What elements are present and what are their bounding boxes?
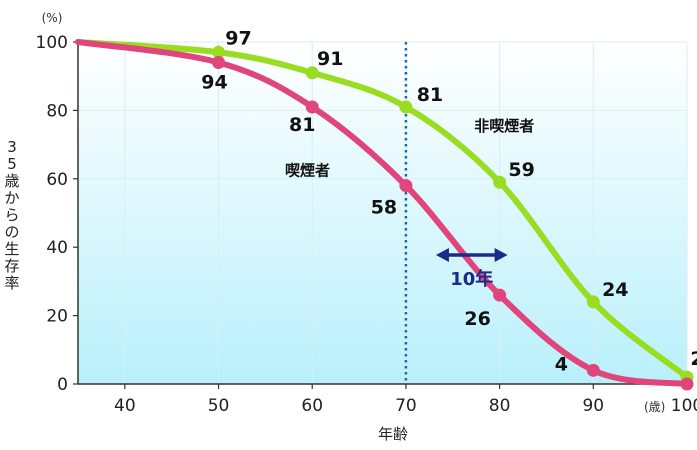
y-axis-label-char: 生 (4, 240, 19, 258)
data-label-nonsmoker-100: 2 (690, 348, 697, 370)
point-nonsmoker-80 (493, 175, 507, 189)
x-tick-label-40: 40 (114, 396, 136, 416)
x-tick-label-60: 60 (301, 396, 323, 416)
y-axis-label-char: の (4, 223, 19, 241)
data-label-nonsmoker-80: 59 (508, 159, 534, 181)
point-smoker-50 (212, 56, 226, 70)
y-axis-label-char: 歳 (4, 172, 19, 190)
point-nonsmoker-60 (305, 66, 319, 80)
x-axis-label: 年齢 (378, 425, 408, 443)
x-tick-label-70: 70 (395, 396, 417, 416)
point-smoker-60 (305, 100, 319, 114)
y-tick-label-80: 80 (46, 101, 68, 121)
x-tick-labels: 40 50 60 70 80 90 100 (114, 384, 697, 416)
data-label-nonsmoker-90: 24 (602, 279, 628, 301)
series-group: 97 91 81 59 24 2 94 81 58 26 4 (75, 27, 697, 391)
y-tick-label-60: 60 (46, 170, 68, 190)
gap-label: 10年 (450, 268, 493, 290)
plot-background (78, 42, 687, 384)
data-label-smoker-50: 94 (201, 72, 227, 94)
gap-arrow-head-left (435, 248, 449, 262)
y-axis-label-char: ら (4, 206, 19, 224)
data-label-smoker-90: 4 (555, 353, 568, 375)
data-label-nonsmoker-60: 91 (317, 48, 343, 70)
data-label-smoker-60: 81 (289, 114, 315, 136)
data-label-smoker-70: 58 (371, 197, 397, 219)
point-nonsmoker-50 (212, 45, 226, 59)
data-label-smoker-80: 26 (464, 308, 490, 330)
data-label-nonsmoker-50: 97 (225, 27, 251, 49)
point-smoker-70 (399, 179, 413, 193)
x-tick-label-80: 80 (489, 396, 511, 416)
series-label-nonsmoker: 非喫煙者 (474, 117, 534, 135)
point-smoker-100 (680, 377, 694, 391)
y-axis-label-char: 率 (4, 274, 19, 292)
y-tick-label-100: 100 (36, 33, 68, 53)
y-axis-label-char: か (4, 189, 19, 207)
series-label-smoker: 喫煙者 (285, 161, 330, 179)
y-unit-label: (%) (42, 11, 63, 25)
data-label-nonsmoker-70: 81 (417, 84, 443, 106)
point-nonsmoker-70 (399, 100, 413, 114)
x-tick-label-100: 100 (671, 396, 697, 416)
y-axis-label-char: 3 (7, 138, 17, 156)
y-axis-label-char: 5 (7, 155, 17, 173)
point-smoker-90 (586, 363, 600, 377)
x-unit-label: (歳) (644, 400, 665, 414)
x-tick-label-90: 90 (582, 396, 604, 416)
y-tick-labels: 0 20 40 60 80 100 (36, 33, 78, 395)
x-tick-label-50: 50 (208, 396, 230, 416)
y-axis-label-char: 存 (4, 257, 19, 275)
y-axis-label: 3 5 歳からの生存率 (4, 138, 19, 292)
gridlines (78, 41, 688, 384)
y-tick-label-40: 40 (46, 238, 68, 258)
gap-arrow-head-right (494, 248, 508, 262)
point-smoker-80 (493, 288, 507, 302)
y-tick-label-0: 0 (57, 375, 68, 395)
gap-arrow (435, 248, 508, 262)
point-nonsmoker-90 (586, 295, 600, 309)
y-tick-label-20: 20 (46, 307, 68, 327)
